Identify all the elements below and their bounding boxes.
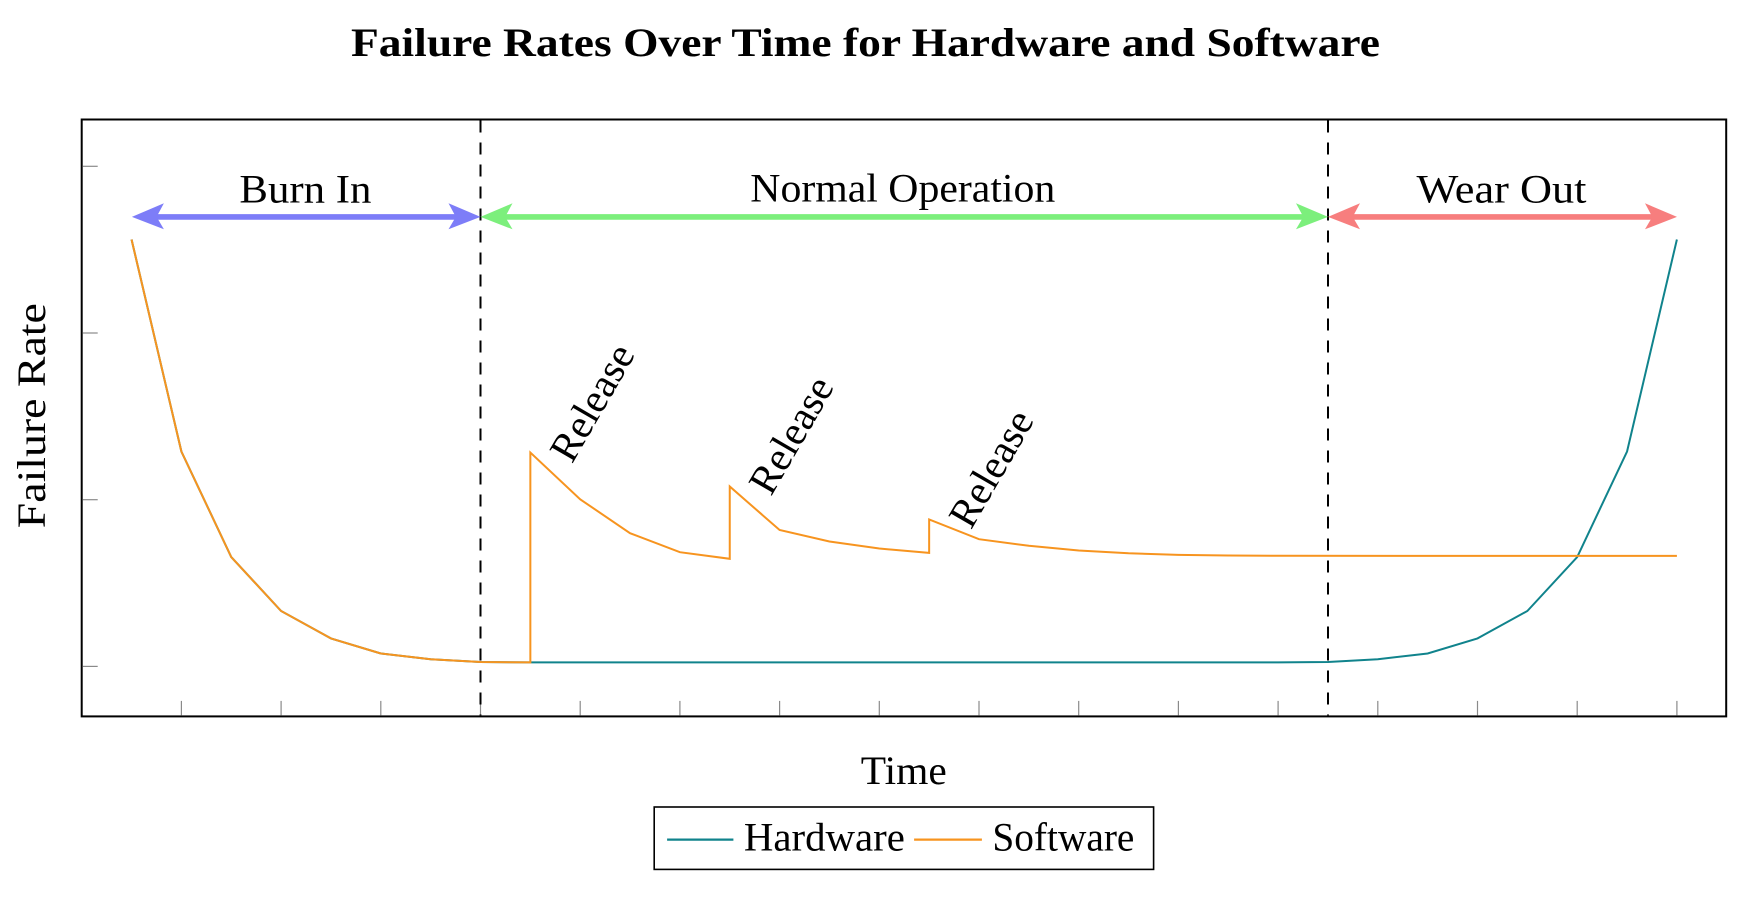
svg-text:Software: Software: [992, 815, 1134, 860]
svg-text:Time: Time: [861, 748, 947, 793]
svg-text:Failure Rate: Failure Rate: [9, 303, 54, 528]
svg-text:Wear Out: Wear Out: [1417, 166, 1587, 211]
svg-text:Normal Operation: Normal Operation: [750, 166, 1055, 211]
svg-text:Burn In: Burn In: [239, 167, 371, 212]
svg-text:Failure Rates Over Time for Ha: Failure Rates Over Time for Hardware and…: [351, 20, 1380, 65]
svg-text:Hardware: Hardware: [744, 815, 905, 860]
